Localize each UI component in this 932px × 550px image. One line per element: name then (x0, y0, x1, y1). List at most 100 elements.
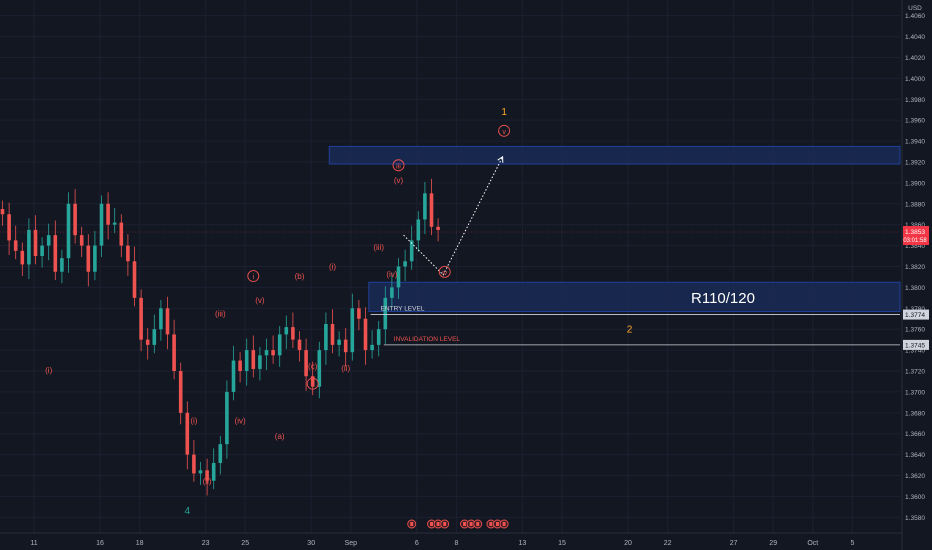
candle-body[interactable] (258, 355, 262, 369)
candle-body[interactable] (106, 203, 110, 225)
price-tick-label: 1.3640 (905, 452, 925, 459)
candle-body[interactable] (304, 350, 308, 377)
candle-body[interactable] (429, 193, 434, 227)
time-tick-label: 20 (624, 540, 632, 547)
candle-body[interactable] (357, 308, 361, 319)
wave-label: (v) (255, 296, 265, 305)
candle-body[interactable] (271, 350, 275, 356)
price-tick-label: 1.3600 (905, 494, 925, 501)
price-tick-label: 1.3940 (905, 139, 925, 146)
wave-label: i (253, 274, 255, 281)
candle-body[interactable] (376, 329, 381, 345)
candle-body[interactable] (238, 360, 242, 372)
candle-body[interactable] (324, 323, 328, 351)
price-tick-label: 1.4040 (905, 34, 925, 41)
target-zone[interactable] (368, 281, 901, 312)
candle-body[interactable] (218, 444, 223, 463)
wave-label: (i) (329, 263, 336, 272)
candle-body[interactable] (126, 245, 130, 262)
candle-body[interactable] (145, 339, 150, 345)
candle-body[interactable] (86, 245, 91, 272)
candle-body[interactable] (79, 235, 84, 246)
wave-label: iii (396, 163, 401, 170)
candle-body[interactable] (383, 297, 388, 330)
candle-body[interactable] (205, 470, 209, 481)
candle-body[interactable] (416, 219, 421, 241)
target-zone[interactable] (328, 145, 901, 165)
wave-label-circle (438, 265, 451, 278)
candle-body[interactable] (350, 308, 355, 353)
entry-level-label: ENTRY LEVEL (381, 306, 425, 313)
price-tick-label: 1.3860 (905, 222, 925, 229)
candle-body[interactable] (370, 344, 374, 351)
bar-countdown: 03:01:58 (903, 238, 927, 244)
candle-body[interactable] (423, 193, 427, 220)
candle-body[interactable] (66, 203, 71, 259)
price-tick-label: 1.3800 (905, 285, 925, 292)
price-tick-label: 1.3740 (905, 348, 925, 355)
price-tick-label: 1.3660 (905, 431, 925, 438)
candle-body[interactable] (317, 350, 322, 387)
candle-body[interactable] (159, 308, 163, 330)
candle-body[interactable] (198, 470, 203, 474)
candle-body[interactable] (310, 376, 315, 387)
candle-body[interactable] (33, 229, 38, 257)
candle-body[interactable] (225, 391, 229, 445)
candle-body[interactable] (244, 350, 249, 372)
candle-body[interactable] (0, 209, 5, 215)
candle-body[interactable] (27, 229, 31, 265)
candle-body[interactable] (53, 235, 58, 272)
candle-body[interactable] (436, 226, 440, 230)
price-tick-label: 1.3700 (905, 389, 925, 396)
candle-body[interactable] (343, 339, 348, 353)
wave-label: (i) (45, 366, 52, 375)
candle-body[interactable] (363, 318, 368, 351)
time-tick-label: 16 (96, 540, 104, 547)
candle-body[interactable] (251, 350, 256, 369)
time-tick-label: 23 (202, 540, 210, 547)
invalidation-level-label: INVALIDATION LEVEL (394, 336, 461, 343)
candle-body[interactable] (40, 245, 44, 257)
wave-label: (b) (295, 272, 305, 281)
candle-body[interactable] (297, 339, 302, 351)
candle-body[interactable] (231, 360, 236, 392)
candle-body[interactable] (264, 350, 269, 356)
candle-body[interactable] (337, 339, 341, 345)
candle-body[interactable] (46, 235, 51, 246)
candle-body[interactable] (165, 308, 170, 335)
candle-body[interactable] (284, 327, 289, 335)
candle-body[interactable] (7, 214, 11, 241)
candle-body[interactable] (139, 297, 143, 340)
price-tick-label: 1.3920 (905, 159, 925, 166)
candle-body[interactable] (172, 334, 176, 372)
time-tick-label: Sep (345, 540, 358, 547)
price-tick-label: 1.3680 (905, 410, 925, 417)
candle-body[interactable] (20, 250, 25, 265)
wave-label: 1 (501, 107, 507, 118)
candle-body[interactable] (119, 222, 124, 246)
candle-body[interactable] (277, 334, 282, 356)
wave-label: 2 (627, 324, 633, 335)
candle-body[interactable] (409, 240, 414, 262)
candle-body[interactable] (192, 454, 196, 474)
candle-body[interactable] (132, 261, 137, 298)
candle-body[interactable] (73, 203, 77, 236)
candle-body[interactable] (390, 287, 394, 298)
candle-body[interactable] (152, 329, 157, 345)
candle-body[interactable] (93, 245, 97, 272)
candle-body[interactable] (330, 323, 335, 345)
candle-body[interactable] (291, 327, 295, 340)
candle-body[interactable] (60, 258, 64, 272)
candle-body[interactable] (13, 240, 18, 251)
candle-body[interactable] (185, 412, 190, 455)
candle-body[interactable] (112, 222, 117, 225)
price-tick-label: 1.4000 (905, 76, 925, 83)
candle-body[interactable] (396, 266, 401, 288)
price-tick-label: 1.3840 (905, 243, 925, 250)
wave-label: v (502, 129, 506, 136)
candle-body[interactable] (178, 371, 183, 413)
candle-body[interactable] (403, 261, 407, 267)
candle-body[interactable] (211, 462, 216, 481)
candle-body[interactable] (99, 203, 104, 246)
